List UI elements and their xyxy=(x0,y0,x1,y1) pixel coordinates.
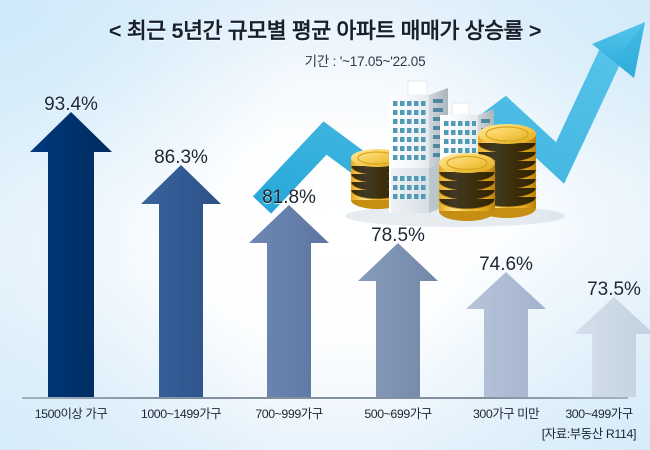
bar-under-300 xyxy=(466,272,546,397)
axis-baseline xyxy=(22,397,628,399)
bar-value-6: 73.5% xyxy=(587,279,641,300)
bar-value-1: 93.4% xyxy=(44,94,98,115)
category-label-4: 500~699가구 xyxy=(364,407,432,421)
bar-300-499 xyxy=(574,297,650,397)
page-title: < 최근 5년간 규모별 평균 아파트 매매가 상승률 > xyxy=(108,19,542,43)
coin-stack-front xyxy=(438,153,496,221)
category-label-1: 1500이상 가구 xyxy=(34,407,108,421)
bar-value-3: 81.8% xyxy=(262,187,316,208)
source-note: [자료:부동산 R114] xyxy=(541,427,637,441)
bar-value-5: 74.6% xyxy=(479,254,533,275)
category-label-2: 1000~1499가구 xyxy=(140,407,222,421)
bar-1000-1499 xyxy=(141,165,221,397)
category-label-6: 300~499가구 xyxy=(565,407,633,421)
category-label-5: 300가구 미만 xyxy=(472,407,540,421)
period-subtitle: 기간 : '~17.05~'22.05 xyxy=(304,54,426,69)
bar-1500-or-more xyxy=(30,112,112,397)
bar-500-699 xyxy=(358,243,438,397)
category-label-3: 700~999가구 xyxy=(255,407,323,421)
bar-value-2: 86.3% xyxy=(154,147,208,168)
bar-value-4: 78.5% xyxy=(371,225,425,246)
bar-700-999 xyxy=(249,205,329,397)
